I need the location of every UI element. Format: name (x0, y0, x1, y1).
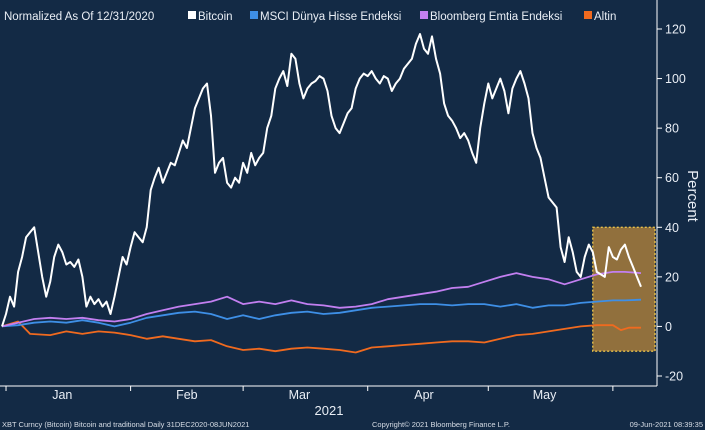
x-tick-label: Mar (289, 388, 311, 402)
legend-label-msci: MSCI Dünya Hisse Endeksi (260, 11, 401, 23)
highlight-box (592, 226, 656, 352)
y-axis-label: Percent (684, 170, 701, 223)
legend-swatch-bitcoin (188, 11, 196, 19)
y-tick-label: 120 (665, 23, 686, 37)
y-tick-label: 40 (665, 221, 679, 235)
x-tick-label: Feb (176, 388, 198, 402)
legend-label-bloomberg: Bloomberg Emtia Endeksi (430, 11, 562, 23)
y-tick-label: 60 (665, 171, 679, 185)
x-tick-label: Jan (52, 388, 72, 402)
series-line-bloomberg-emtia-endeksi (1, 271, 642, 328)
legend-swatch-altin (584, 11, 592, 19)
legend: Normalized As Of 12/31/2020 Bitcoin MSCI… (4, 11, 616, 23)
legend-label-bitcoin: Bitcoin (198, 11, 233, 23)
series-line-bitcoin (1, 33, 642, 327)
footer-timestamp: 09-Jun-2021 08:39:35 (630, 420, 703, 429)
footer-copyright: Copyright© 2021 Bloomberg Finance L.P. (372, 420, 510, 429)
axis-layer: -20 0 20 40 60 80 100 120 Jan Feb Mar Apr May (0, 0, 686, 402)
y-tick-label: 80 (665, 122, 679, 136)
y-tick-label: 100 (665, 72, 686, 86)
y-tick-label: -20 (665, 370, 683, 384)
series-line-msci-d-nya-hisse-endeksi (1, 298, 642, 328)
footer-source: XBT Curncy (Bitcoin) Bitcoin and traditi… (2, 420, 249, 429)
series-line-altin (1, 320, 641, 354)
x-tick-label: Apr (414, 388, 433, 402)
y-tick-label: 20 (665, 270, 679, 284)
legend-swatch-bloomberg (420, 11, 428, 19)
x-axis-label: 2021 (315, 403, 344, 418)
x-tick-label: May (533, 388, 557, 402)
chart-title: Normalized As Of 12/31/2020 (4, 11, 154, 23)
y-tick-label: 0 (665, 320, 672, 334)
legend-swatch-msci (250, 11, 258, 19)
highlight-layer (592, 226, 656, 352)
legend-label-altin: Altin (594, 11, 616, 23)
series-layer (1, 33, 642, 354)
